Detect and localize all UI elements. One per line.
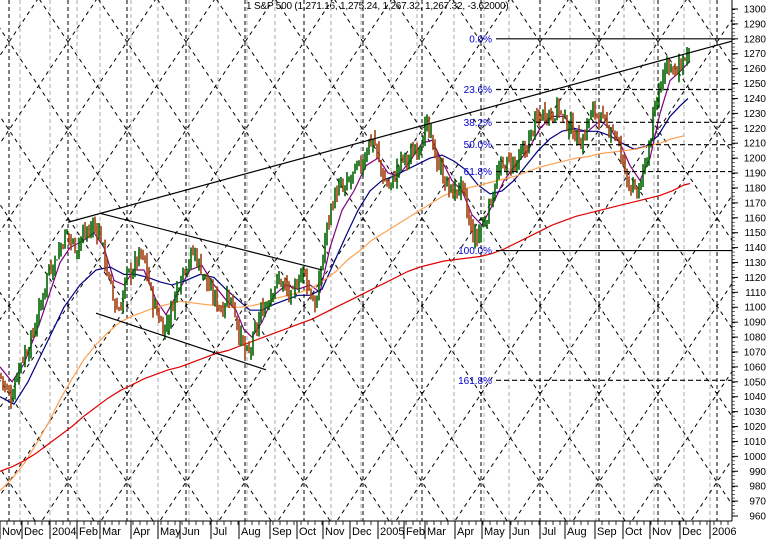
y-tick-label: 1020: [744, 422, 767, 433]
x-tick-label: Sep: [597, 526, 617, 538]
x-axis: Nov Dec 2004 Feb Mar Apr May Jun Jul Aug Sep Oct Nov…: [0, 520, 736, 539]
y-tick-label: 1040: [744, 392, 767, 403]
x-tick-label: Jul: [213, 526, 227, 538]
x-tick-label: Nov: [325, 526, 345, 538]
y-tick-label: 960: [749, 512, 766, 523]
y-tick-label: 1300: [744, 5, 767, 16]
fib-level-label: 0.0%: [469, 34, 492, 45]
x-tick-label: Oct: [299, 526, 316, 538]
y-tick-label: 1220: [744, 124, 767, 135]
x-tick-label: Nov: [2, 526, 22, 538]
y-tick-label: 1290: [744, 19, 767, 30]
y-tick-label: 1250: [744, 79, 767, 90]
x-tick-label: Aug: [567, 526, 587, 538]
x-tick-label: Dec: [24, 526, 44, 538]
x-tick-label: Dec: [352, 526, 372, 538]
y-tick-label: 1180: [744, 183, 766, 194]
y-tick-label: 1140: [744, 243, 766, 254]
x-tick-label: Jul: [542, 526, 556, 538]
x-tick-label: 2006: [712, 526, 736, 538]
fib-level-label: 38.2%: [464, 118, 492, 129]
x-tick-label: May: [484, 526, 505, 538]
x-tick-label: Apr: [457, 526, 474, 538]
y-tick-label: 1060: [744, 362, 767, 373]
y-tick-label: 1160: [744, 213, 766, 224]
y-tick-label: 1110: [745, 288, 766, 299]
fib-level-label: 23.6%: [464, 85, 492, 96]
x-tick-label: Mar: [102, 526, 121, 538]
fib-level-label: 161.8%: [458, 376, 492, 387]
x-tick-label: 2004: [52, 526, 76, 538]
trendlines: [67, 40, 732, 371]
y-tick-label: 980: [749, 482, 766, 493]
y-axis: 960 970 980 990 1000 1010 1020 1030 1040 1050 1060…: [731, 0, 767, 523]
y-tick-label: 1030: [744, 407, 767, 418]
y-tick-label: 1000: [744, 452, 767, 463]
minor-gridlines: [19, 0, 711, 521]
x-tick-label: 2005: [380, 526, 404, 538]
y-tick-label: 1200: [744, 154, 767, 165]
x-tick-label: May: [160, 526, 181, 538]
y-tick-label: 1100: [744, 303, 766, 314]
price-candles: [0, 47, 690, 409]
x-tick-label: Feb: [79, 526, 98, 538]
y-tick-label: 1280: [744, 34, 767, 45]
y-tick-label: 1170: [744, 198, 766, 209]
fib-level-label: 61.8%: [464, 167, 492, 178]
y-tick-label: 1050: [744, 377, 767, 388]
y-tick-label: 1090: [744, 318, 767, 329]
x-tick-label: Aug: [241, 526, 261, 538]
x-tick-label: Sep: [272, 526, 292, 538]
major-gridlines: [8, 0, 718, 521]
y-tick-label: 1260: [744, 64, 767, 75]
fib-level-label: 50.0%: [464, 140, 492, 151]
y-tick-label: 1010: [744, 437, 767, 448]
fibonacci-levels: 0.0% 23.6% 38.2% 50.0% 61.8% 100.0% 161.8%: [458, 34, 732, 387]
fib-level-label: 100.0%: [458, 246, 492, 257]
x-tick-label: Oct: [625, 526, 642, 538]
x-tick-label: Jun: [512, 526, 530, 538]
y-tick-label: 1130: [744, 258, 766, 269]
y-tick-label: 1070: [744, 347, 767, 358]
chart-title: 1 S&P 500 (1,271.16, 1,275.24, 1,267.32,…: [246, 1, 509, 12]
x-tick-label: Apr: [133, 526, 150, 538]
y-tick-label: 1190: [744, 169, 766, 180]
y-tick-label: 1230: [744, 109, 767, 120]
y-tick-label: 1080: [744, 333, 767, 344]
x-tick-label: Nov: [652, 526, 672, 538]
y-tick-label: 1240: [744, 94, 767, 105]
x-tick-label: Mar: [427, 526, 446, 538]
x-tick-label: Feb: [406, 526, 425, 538]
y-tick-label: 970: [749, 497, 766, 508]
y-tick-label: 1150: [744, 228, 766, 239]
y-tick-label: 1270: [744, 49, 767, 60]
y-tick-label: 1210: [744, 139, 767, 150]
x-tick-label: Dec: [682, 526, 702, 538]
y-tick-label: 1120: [744, 273, 766, 284]
x-tick-label: Jun: [182, 526, 200, 538]
y-tick-label: 990: [749, 467, 766, 478]
